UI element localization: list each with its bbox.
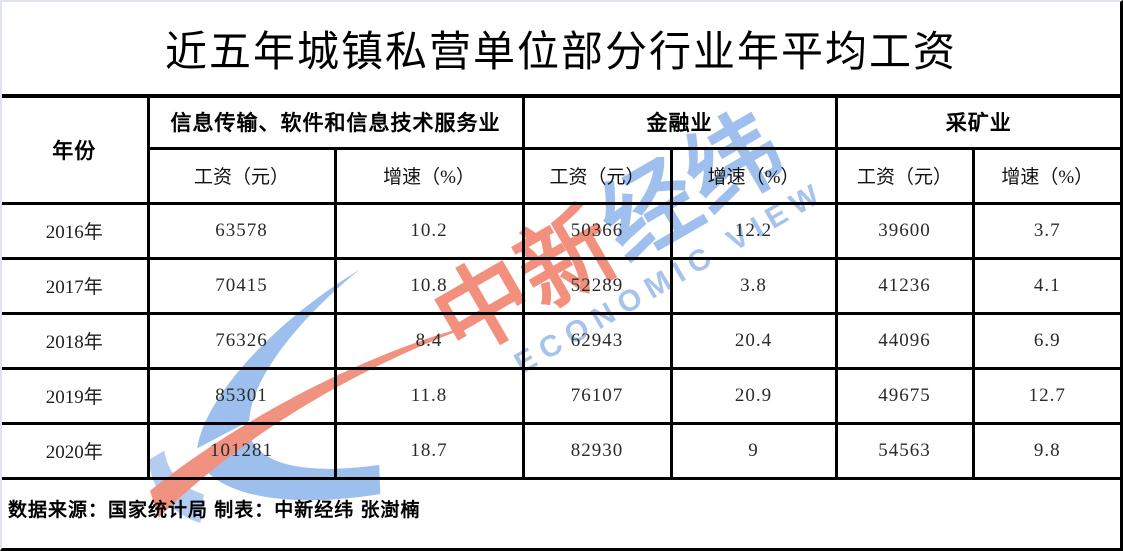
value-cell: 9.8	[971, 421, 1120, 480]
value-cell: 62943	[521, 311, 673, 370]
page-title: 近五年城镇私营单位部分行业年平均工资	[2, 2, 1120, 98]
year-cell: 2016年	[2, 201, 150, 260]
value-cell: 41236	[834, 256, 975, 315]
value-cell: 3.8	[669, 256, 838, 315]
wage-table: 年份 信息传输、软件和信息技术服务业 金融业 采矿业 工资（元） 增速（%） 工…	[2, 98, 1120, 480]
value-cell: 70415	[146, 256, 337, 315]
value-cell: 63578	[146, 201, 337, 260]
footer-note: 数据来源：国家统计局 制表：中新经纬 张澍楠	[8, 499, 421, 521]
table-row: 2019年 85301 11.8 76107 20.9 49675 12.7	[2, 366, 1120, 425]
value-cell: 12.2	[669, 201, 838, 260]
value-cell: 20.9	[669, 366, 838, 425]
table-row: 2017年 70415 10.8 52289 3.8 41236 4.1	[2, 256, 1120, 315]
value-cell: 82930	[521, 421, 673, 480]
year-cell: 2018年	[2, 311, 150, 370]
value-cell: 49675	[834, 366, 975, 425]
value-cell: 8.4	[333, 311, 525, 370]
table-row: 2018年 76326 8.4 62943 20.4 44096 6.9	[2, 311, 1120, 370]
value-cell: 12.7	[971, 366, 1120, 425]
value-cell: 76326	[146, 311, 337, 370]
value-cell: 76107	[521, 366, 673, 425]
table-row: 2020年 101281 18.7 82930 9 54563 9.8	[2, 421, 1120, 480]
year-cell: 2020年	[2, 421, 150, 480]
col-header-mining-growth: 增速（%）	[971, 146, 1120, 205]
col-group-it: 信息传输、软件和信息技术服务业	[146, 98, 525, 150]
col-group-finance: 金融业	[521, 98, 838, 150]
col-header-it-growth: 增速（%）	[333, 146, 525, 205]
value-cell: 101281	[146, 421, 337, 480]
value-cell: 39600	[834, 201, 975, 260]
table-row: 2016年 63578 10.2 50366 12.2 39600 3.7	[2, 201, 1120, 260]
value-cell: 10.8	[333, 256, 525, 315]
col-header-mining-wage: 工资（元）	[834, 146, 975, 205]
col-group-mining: 采矿业	[834, 98, 1120, 150]
value-cell: 52289	[521, 256, 673, 315]
col-header-year: 年份	[2, 98, 150, 205]
value-cell: 18.7	[333, 421, 525, 480]
col-header-finance-wage: 工资（元）	[521, 146, 673, 205]
value-cell: 85301	[146, 366, 337, 425]
value-cell: 11.8	[333, 366, 525, 425]
value-cell: 44096	[834, 311, 975, 370]
value-cell: 20.4	[669, 311, 838, 370]
value-cell: 9	[669, 421, 838, 480]
value-cell: 4.1	[971, 256, 1120, 315]
value-cell: 6.9	[971, 311, 1120, 370]
year-cell: 2017年	[2, 256, 150, 315]
year-cell: 2019年	[2, 366, 150, 425]
col-header-finance-growth: 增速（%）	[669, 146, 838, 205]
value-cell: 10.2	[333, 201, 525, 260]
value-cell: 3.7	[971, 201, 1120, 260]
value-cell: 50366	[521, 201, 673, 260]
col-header-it-wage: 工资（元）	[148, 146, 337, 205]
value-cell: 54563	[834, 421, 975, 480]
